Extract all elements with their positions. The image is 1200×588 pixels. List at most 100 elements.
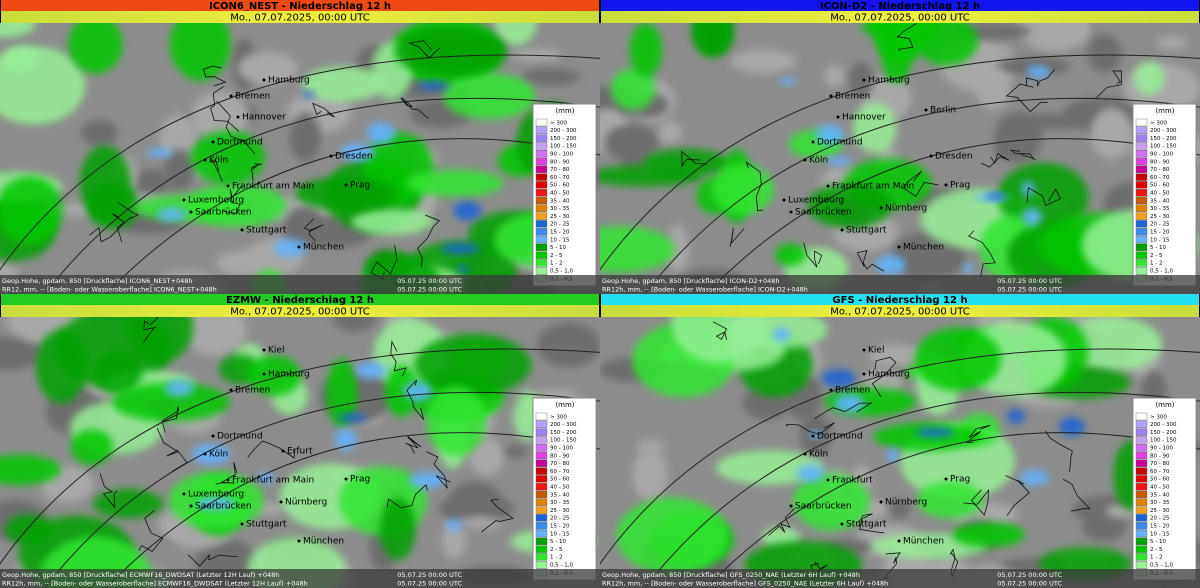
legend-swatch	[1135, 149, 1148, 158]
terrain	[730, 49, 797, 74]
rain-core	[302, 91, 315, 98]
rain-area	[695, 23, 730, 56]
legend-swatch	[535, 553, 548, 561]
terrain	[1156, 35, 1188, 50]
city-dot	[182, 492, 186, 496]
rain-core	[191, 444, 231, 465]
footer-bg	[600, 275, 1200, 294]
legend-label: 80 - 90	[1150, 453, 1170, 459]
rain-area	[0, 23, 36, 38]
legend-swatch	[1135, 243, 1148, 252]
rain-core	[834, 394, 865, 413]
legend-label: 15 - 20	[550, 524, 570, 530]
legend-label: 30 - 35	[550, 500, 570, 506]
city-dot	[862, 372, 866, 376]
rain-core	[354, 362, 388, 379]
legend-label: 50 - 60	[550, 477, 570, 483]
legend-swatch	[535, 490, 548, 499]
city-label: Saarbrücken	[795, 502, 852, 512]
legend-label: 60 - 70	[1150, 469, 1170, 475]
legend-swatch	[535, 196, 548, 205]
city-label: Dortmund	[217, 138, 263, 148]
city-label: Frankfurt	[832, 476, 873, 486]
rain-area	[1133, 61, 1165, 95]
legend-label: 1 - 2	[550, 555, 562, 561]
panel-date: Mo., 07.07.2025, 00:00 UTC	[230, 307, 370, 318]
footer-text: RR12, mm, -- [Boden- oder Wasseroberflac…	[2, 286, 217, 294]
city-dot	[226, 184, 230, 188]
legend-label: 150 - 200	[550, 430, 577, 436]
legend-label: 0,5 - 1,0	[550, 563, 573, 569]
terrain	[521, 68, 581, 86]
city-label: Hamburg	[268, 370, 310, 380]
legend-swatch	[535, 529, 548, 538]
city-label: Dresden	[935, 152, 973, 162]
rain-area	[0, 46, 86, 125]
legend-swatch	[535, 420, 548, 429]
rain-area	[916, 481, 984, 519]
border	[250, 163, 262, 181]
legend-label: 40 - 50	[550, 485, 570, 491]
rain-area	[880, 23, 913, 84]
legend-swatch	[1135, 212, 1148, 220]
geopotential-line	[644, 391, 1200, 588]
footer-time: 05.07.25 00:00 UTC	[397, 277, 462, 285]
legend-label: 100 - 150	[550, 438, 577, 444]
terrain	[504, 444, 528, 459]
border	[417, 214, 441, 267]
city-dot	[297, 245, 301, 249]
border	[980, 152, 1010, 168]
legend-label: 100 - 150	[1150, 144, 1177, 150]
legend-label: 2 - 5	[550, 547, 563, 553]
legend-label: 15 - 20	[1150, 230, 1170, 236]
legend-label: 35 - 40	[550, 198, 570, 204]
rain-core	[797, 464, 825, 483]
terrain	[636, 440, 666, 453]
panel-date: Mo., 07.07.2025, 00:00 UTC	[830, 307, 970, 318]
footer-text: Geop.Hohe, gpdam, 850 [Druckflache] GFS_…	[602, 571, 860, 579]
legend-swatch	[535, 451, 548, 460]
city-dot	[182, 198, 186, 202]
city-label: Luxembourg	[188, 196, 244, 206]
legend-label: 150 - 200	[1150, 136, 1177, 142]
legend-swatch	[1135, 428, 1148, 436]
legend-swatch	[1135, 126, 1148, 135]
border	[681, 150, 707, 168]
rain-area	[914, 327, 1001, 392]
rain-core	[409, 472, 445, 489]
legend-label: 200 - 300	[550, 128, 577, 134]
rain-core	[825, 156, 852, 165]
rain-area	[295, 176, 399, 211]
legend-swatch	[1135, 443, 1148, 452]
legend-swatch	[1135, 412, 1148, 421]
title-bar	[601, 0, 1199, 11]
border	[143, 317, 159, 343]
legend-swatch	[1135, 235, 1148, 244]
legend-swatch	[535, 235, 548, 244]
title-bar	[1, 294, 599, 305]
border	[856, 249, 885, 272]
city-dot	[281, 449, 285, 453]
city-label: Frankfurt am Main	[232, 476, 314, 486]
footer-time: 05.07.25 00:00 UTC	[997, 277, 1062, 285]
city-label: Saarbrücken	[195, 502, 252, 512]
footer-time: 05.07.25 00:00 UTC	[997, 286, 1062, 294]
city-dot	[203, 452, 207, 456]
legend-label: 100 - 150	[1150, 438, 1177, 444]
legend-label: 90 - 100	[1150, 152, 1173, 158]
legend-swatch	[535, 561, 548, 569]
border	[1096, 70, 1122, 99]
footer-text: RR12h, mm, -- [Boden- oder Wasseroberfla…	[2, 580, 308, 588]
city-label: Erfurt	[287, 447, 313, 457]
border	[1062, 478, 1091, 512]
legend-swatch	[1135, 514, 1148, 522]
city-dot	[929, 154, 933, 158]
rain-area	[326, 358, 358, 427]
city-label: München	[303, 243, 344, 253]
border	[405, 436, 422, 454]
border	[966, 424, 991, 443]
border	[1005, 475, 1030, 516]
city-dot	[189, 504, 193, 508]
legend-label: 25 - 30	[1150, 214, 1170, 220]
